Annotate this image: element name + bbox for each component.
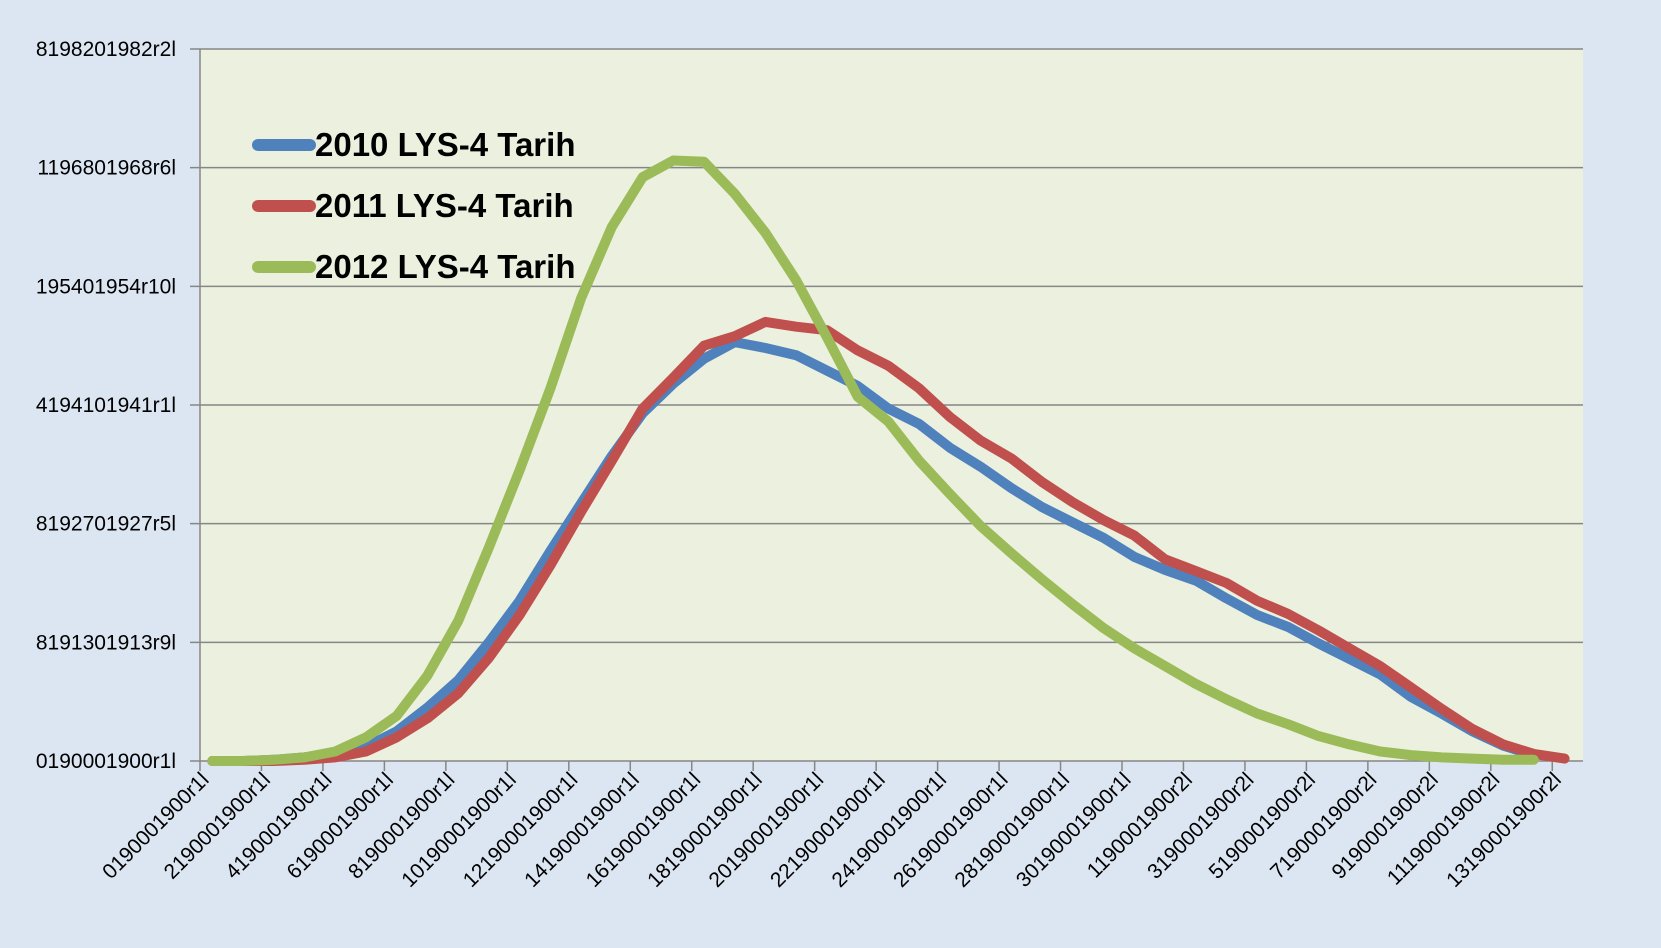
series-line [207,337,1539,766]
y-tick-label: 1196801968r6l [37,157,176,180]
legend-label: 2011 LYS-4 Tarih [315,187,574,224]
series-line [207,316,1570,766]
y-tick-label: 8191301913r9l [36,631,176,654]
y-tick-label: 195401954r10l [36,275,176,298]
series-line [207,155,1539,766]
legend-label: 2010 LYS-4 Tarih [315,126,575,163]
y-tick-label: 0190001900r1l [36,750,176,773]
y-tick-label: 8198201982r2l [36,38,176,61]
y-tick-label: 4194101941r1l [36,394,176,417]
legend-label: 2012 LYS-4 Tarih [315,248,575,285]
y-tick-label: 8192701927r5l [36,513,176,536]
